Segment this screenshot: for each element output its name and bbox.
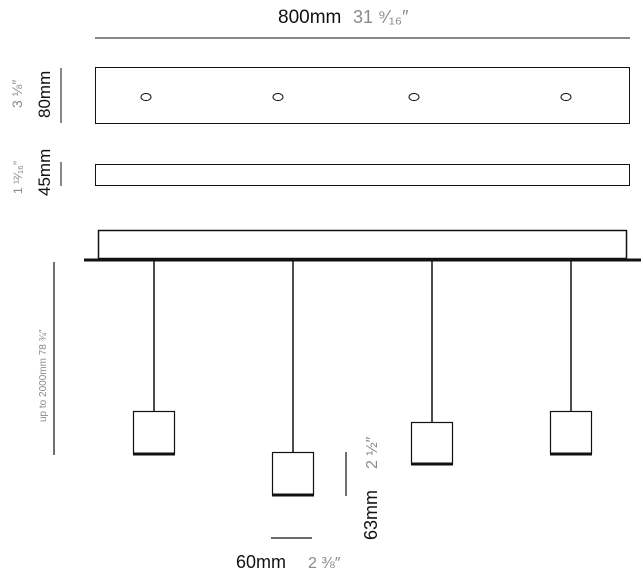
width-metric-label: 800mm — [278, 7, 341, 28]
canopy-top-rect — [95, 67, 630, 124]
mounting-hole — [140, 93, 152, 101]
pendant-shade — [271, 451, 315, 496]
pendant-width-metric-label: 60mm — [236, 552, 286, 572]
pendant-height-metric-label: 63mm — [361, 490, 381, 540]
canopy-depth-metric-label: 45mm — [35, 149, 54, 196]
pendant-width-imperial-label: 2 ⅜″ — [308, 555, 341, 572]
width-imperial-label: 31 ⁹⁄₁₆″ — [353, 7, 409, 27]
top-width-dimension: 800mm 31 ⁹⁄₁₆″ — [95, 7, 630, 39]
fixture-elevation — [84, 229, 641, 497]
canopy-side-rect — [95, 164, 630, 186]
canopy-front-rect — [97, 229, 628, 260]
canopy-side-view — [95, 164, 630, 186]
mounting-hole — [560, 93, 572, 101]
mounting-hole — [408, 93, 420, 101]
canopy-height-dimension: 80mm 3 ⅛″ — [9, 68, 62, 123]
canopy-height-imperial-label: 3 ⅛″ — [9, 80, 25, 108]
pendant-width-dimension: 60mm 2 ⅜″ — [236, 537, 341, 572]
canopy-depth-dimension: 45mm 1 ¹²⁄₁₆″ — [11, 149, 62, 196]
mounting-hole — [272, 93, 284, 101]
canopy-depth-imperial-label: 1 ¹²⁄₁₆″ — [11, 160, 25, 194]
pendant-height-imperial-label: 2 ½″ — [364, 436, 381, 469]
pendant-shade — [132, 410, 176, 455]
pendant-shade — [410, 421, 454, 465]
pendant-height-dimension: 63mm 2 ½″ — [345, 436, 381, 540]
canopy-height-metric-label: 80mm — [35, 71, 54, 118]
drop-length-dimension: up to 2000mm 78 ¾″ — [38, 262, 55, 455]
pendant-shade — [549, 410, 593, 455]
drop-length-label: up to 2000mm 78 ¾″ — [38, 329, 49, 422]
canopy-top-view — [95, 67, 630, 124]
